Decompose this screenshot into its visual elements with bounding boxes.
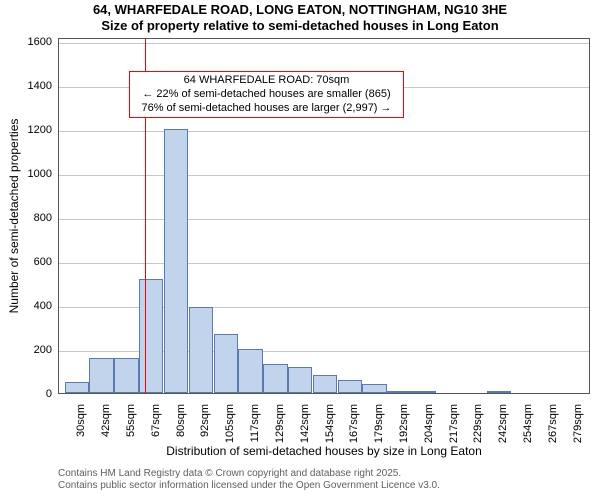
annotation-line-2: ← 22% of semi-detached houses are smalle… <box>132 88 401 102</box>
attribution-line1: Contains HM Land Registry data © Crown c… <box>58 468 401 479</box>
x-tick-label: 154sqm <box>324 404 336 443</box>
gridline <box>59 219 589 220</box>
y-tick-label: 600 <box>12 256 52 268</box>
histogram-bar <box>238 349 262 393</box>
histogram-bar <box>65 382 89 393</box>
gridline <box>59 263 589 264</box>
x-tick-label: 105sqm <box>224 404 236 443</box>
y-tick-label: 800 <box>12 212 52 224</box>
y-tick-label: 1400 <box>12 80 52 92</box>
histogram-bar <box>139 279 163 393</box>
annotation-line-3: 76% of semi-detached houses are larger (… <box>132 102 401 116</box>
histogram-bar <box>338 380 362 393</box>
histogram-bar <box>263 364 287 393</box>
histogram-chart: 64, WHARFEDALE ROAD, LONG EATON, NOTTING… <box>0 0 600 500</box>
y-tick-label: 200 <box>12 344 52 356</box>
x-tick-label: 254sqm <box>522 404 534 443</box>
x-tick-label: 80sqm <box>175 404 187 437</box>
histogram-bar <box>362 384 386 393</box>
plot-area: 64 WHARFEDALE ROAD: 70sqm← 22% of semi-d… <box>58 38 590 394</box>
histogram-bar <box>189 307 213 393</box>
chart-title-line1: 64, WHARFEDALE ROAD, LONG EATON, NOTTING… <box>0 2 600 18</box>
x-tick-label: 217sqm <box>448 404 460 443</box>
x-tick-label: 92sqm <box>199 404 211 437</box>
attribution-line2: Contains public sector information licen… <box>58 480 440 491</box>
x-tick-label: 142sqm <box>299 404 311 443</box>
histogram-bar <box>288 367 312 393</box>
gridline <box>59 175 589 176</box>
annotation-line-1: 64 WHARFEDALE ROAD: 70sqm <box>132 74 401 88</box>
y-tick-label: 1200 <box>12 124 52 136</box>
gridline <box>59 131 589 132</box>
x-tick-label: 279sqm <box>572 404 584 443</box>
x-tick-label: 117sqm <box>249 404 261 442</box>
y-tick-label: 400 <box>12 300 52 312</box>
x-tick-label: 67sqm <box>150 404 162 437</box>
x-tick-label: 204sqm <box>423 404 435 443</box>
histogram-bar <box>412 391 436 393</box>
x-tick-label: 42sqm <box>100 404 112 437</box>
y-tick-label: 1000 <box>12 168 52 180</box>
x-tick-label: 229sqm <box>472 404 484 443</box>
histogram-bar <box>89 358 113 393</box>
histogram-bar <box>214 334 238 393</box>
histogram-bar <box>313 375 337 393</box>
x-axis-label: Distribution of semi-detached houses by … <box>166 444 482 458</box>
annotation-box: 64 WHARFEDALE ROAD: 70sqm← 22% of semi-d… <box>129 71 404 118</box>
x-tick-label: 55sqm <box>125 404 137 437</box>
histogram-bar <box>114 358 138 393</box>
y-tick-label: 0 <box>12 388 52 400</box>
x-tick-label: 192sqm <box>398 404 410 443</box>
x-tick-label: 179sqm <box>373 404 385 443</box>
x-tick-label: 129sqm <box>274 404 286 443</box>
x-tick-label: 267sqm <box>547 404 559 443</box>
histogram-bar <box>387 391 411 393</box>
histogram-bar <box>487 391 511 393</box>
x-tick-label: 167sqm <box>348 404 360 443</box>
y-tick-label: 1600 <box>12 36 52 48</box>
x-tick-label: 30sqm <box>75 404 87 437</box>
gridline <box>59 43 589 44</box>
chart-title-line2: Size of property relative to semi-detach… <box>0 18 600 34</box>
histogram-bar <box>164 129 188 393</box>
x-tick-label: 242sqm <box>497 404 509 443</box>
